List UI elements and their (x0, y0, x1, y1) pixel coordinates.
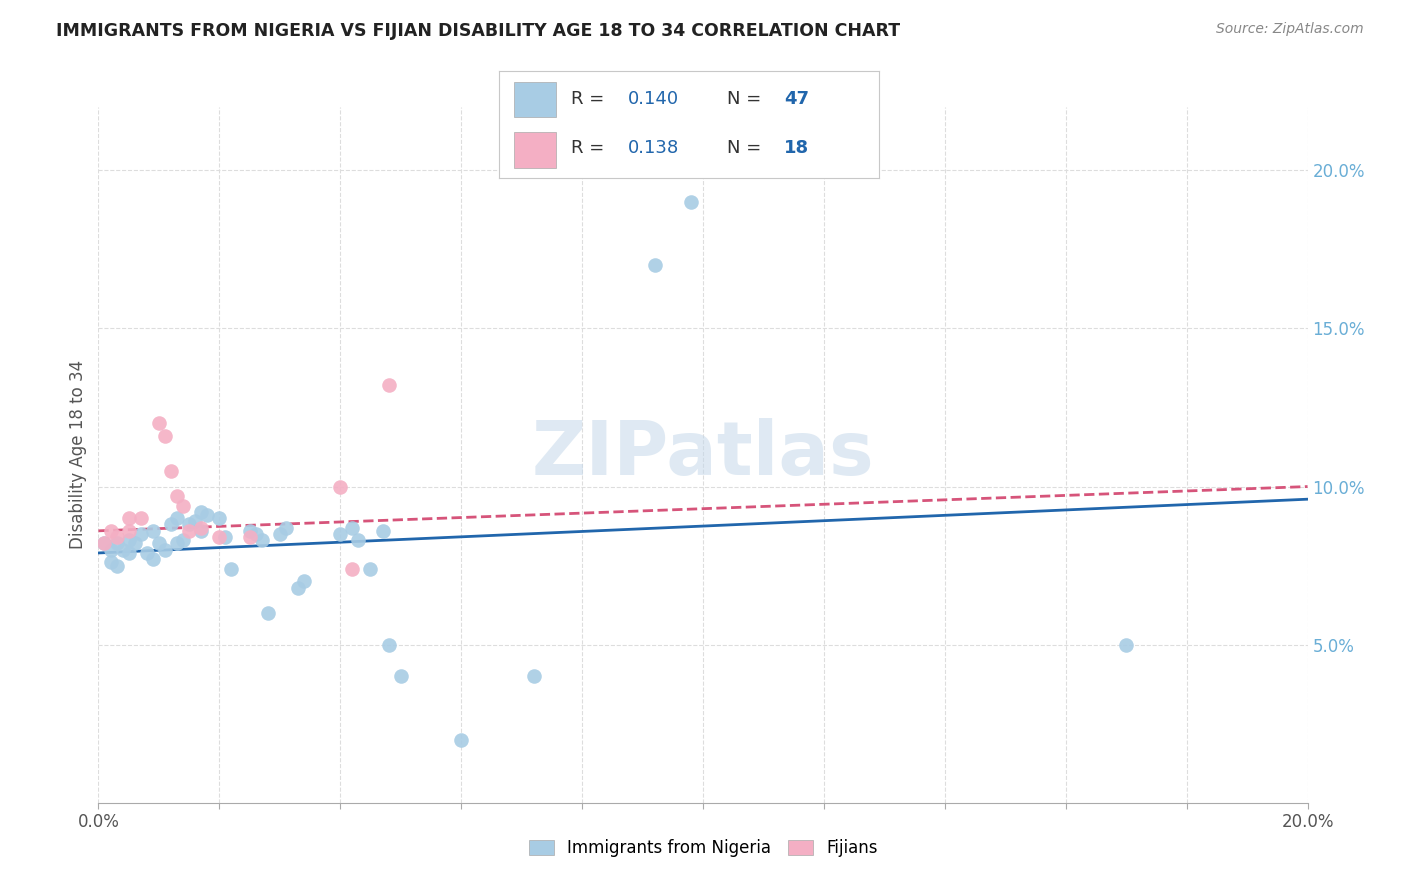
Point (118, 524, 141, 538)
Point (1115, 638, 1137, 652)
Point (124, 536, 146, 550)
Point (214, 530, 236, 544)
Point (93, 536, 115, 550)
Point (644, 258, 666, 272)
FancyBboxPatch shape (515, 82, 557, 118)
Point (105, 530, 128, 544)
Point (239, 530, 262, 544)
Point (160, 464, 183, 478)
Text: IMMIGRANTS FROM NIGERIA VS FIJIAN DISABILITY AGE 18 TO 34 CORRELATION CHART: IMMIGRANTS FROM NIGERIA VS FIJIAN DISABI… (56, 22, 900, 40)
Point (172, 533, 194, 548)
Point (179, 517, 201, 532)
Y-axis label: Disability Age 18 to 34: Disability Age 18 to 34 (69, 360, 87, 549)
Point (166, 536, 188, 550)
Point (166, 511, 188, 525)
Point (142, 552, 165, 566)
Text: 0.138: 0.138 (628, 139, 679, 157)
Point (160, 517, 183, 532)
Point (118, 546, 141, 560)
Point (450, 732, 472, 747)
Text: R =: R = (571, 90, 610, 108)
Point (342, 562, 364, 576)
Point (371, 524, 394, 538)
Text: 47: 47 (785, 90, 808, 108)
Point (105, 558, 128, 573)
Point (329, 479, 352, 493)
Point (250, 533, 273, 548)
Point (100, 542, 122, 557)
Point (129, 511, 152, 525)
Point (118, 511, 141, 525)
Text: Source: ZipAtlas.com: Source: ZipAtlas.com (1216, 22, 1364, 37)
Point (221, 562, 243, 576)
Point (184, 514, 207, 528)
Text: 18: 18 (785, 139, 808, 157)
Point (208, 530, 231, 544)
Point (377, 638, 399, 652)
Point (172, 499, 194, 513)
FancyBboxPatch shape (515, 132, 557, 168)
Point (135, 546, 157, 560)
Point (269, 527, 291, 541)
Point (256, 606, 278, 620)
Text: R =: R = (571, 139, 610, 157)
Point (360, 562, 382, 576)
Point (523, 669, 546, 683)
Point (153, 542, 176, 557)
Point (377, 378, 399, 392)
Text: N =: N = (727, 139, 766, 157)
Point (118, 533, 141, 548)
Legend: Immigrants from Nigeria, Fijians: Immigrants from Nigeria, Fijians (522, 833, 884, 864)
Point (142, 524, 165, 538)
Point (274, 521, 297, 535)
Point (148, 417, 170, 431)
Point (679, 194, 702, 209)
Point (347, 533, 370, 548)
Point (329, 527, 352, 541)
Point (129, 527, 152, 541)
Point (292, 574, 315, 589)
Point (100, 556, 122, 570)
Point (148, 536, 170, 550)
Point (190, 521, 212, 535)
Point (93, 536, 115, 550)
Text: ZIPatlas: ZIPatlas (531, 418, 875, 491)
Point (111, 542, 134, 557)
Point (190, 524, 212, 538)
Point (190, 505, 212, 519)
Point (208, 511, 231, 525)
Point (100, 524, 122, 538)
Point (166, 489, 188, 503)
Point (179, 524, 201, 538)
Point (153, 429, 176, 443)
Point (195, 508, 218, 522)
Text: N =: N = (727, 90, 766, 108)
Point (239, 524, 262, 538)
Point (105, 536, 128, 550)
Point (389, 669, 412, 683)
Text: 0.140: 0.140 (628, 90, 679, 108)
Point (342, 521, 364, 535)
Point (287, 581, 309, 595)
Point (245, 527, 267, 541)
